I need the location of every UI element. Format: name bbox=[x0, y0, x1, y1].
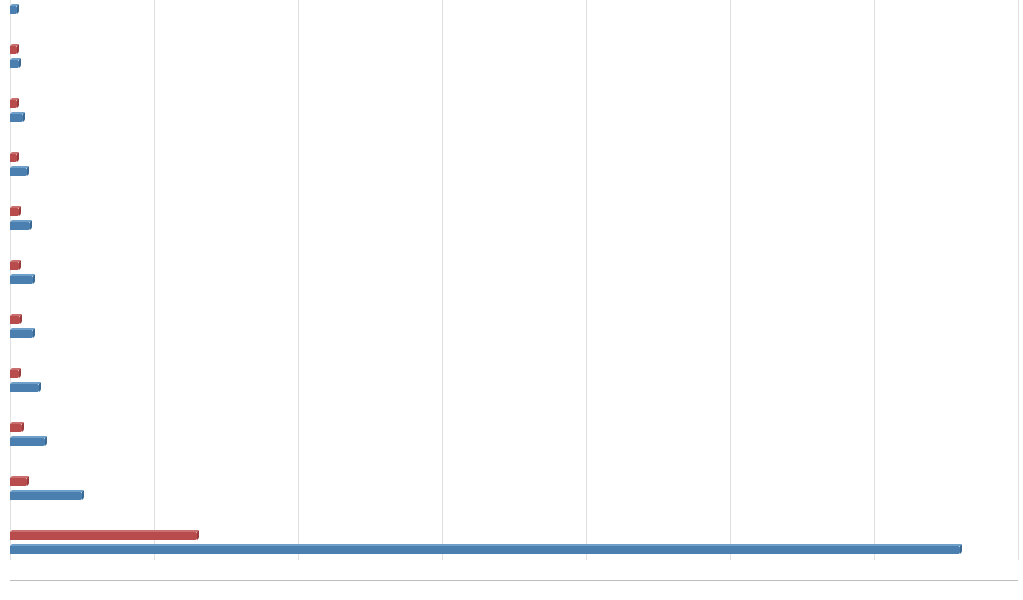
gridline bbox=[1018, 0, 1019, 560]
bar-series-a bbox=[10, 274, 33, 284]
bar-series-a bbox=[10, 328, 33, 338]
bar-series-b bbox=[10, 368, 19, 378]
bar-series-b bbox=[10, 206, 19, 216]
bar-series-a bbox=[10, 58, 19, 68]
bar-series-a bbox=[10, 436, 45, 446]
bar-series-b bbox=[10, 422, 22, 432]
bar-series-b bbox=[10, 314, 20, 324]
plot-area bbox=[0, 0, 1023, 580]
bar-series-b bbox=[10, 44, 17, 54]
bar-chart bbox=[0, 0, 1023, 600]
gridline bbox=[586, 0, 587, 560]
gridline bbox=[442, 0, 443, 560]
bar-series-b bbox=[10, 260, 19, 270]
bar-series-a bbox=[10, 490, 82, 500]
gridline bbox=[154, 0, 155, 560]
bar-series-b bbox=[10, 98, 17, 108]
x-axis bbox=[10, 580, 1018, 581]
bar-series-b bbox=[10, 152, 17, 162]
bar-series-a bbox=[10, 112, 23, 122]
chart-floor bbox=[0, 560, 1023, 580]
gridline bbox=[874, 0, 875, 560]
bar-series-a bbox=[10, 4, 17, 14]
bar-series-a bbox=[10, 220, 30, 230]
bar-series-b bbox=[10, 476, 27, 486]
bar-series-a bbox=[10, 544, 960, 554]
bar-series-a bbox=[10, 382, 39, 392]
bar-series-b bbox=[10, 530, 197, 540]
gridline bbox=[298, 0, 299, 560]
bar-series-a bbox=[10, 166, 27, 176]
gridline bbox=[730, 0, 731, 560]
